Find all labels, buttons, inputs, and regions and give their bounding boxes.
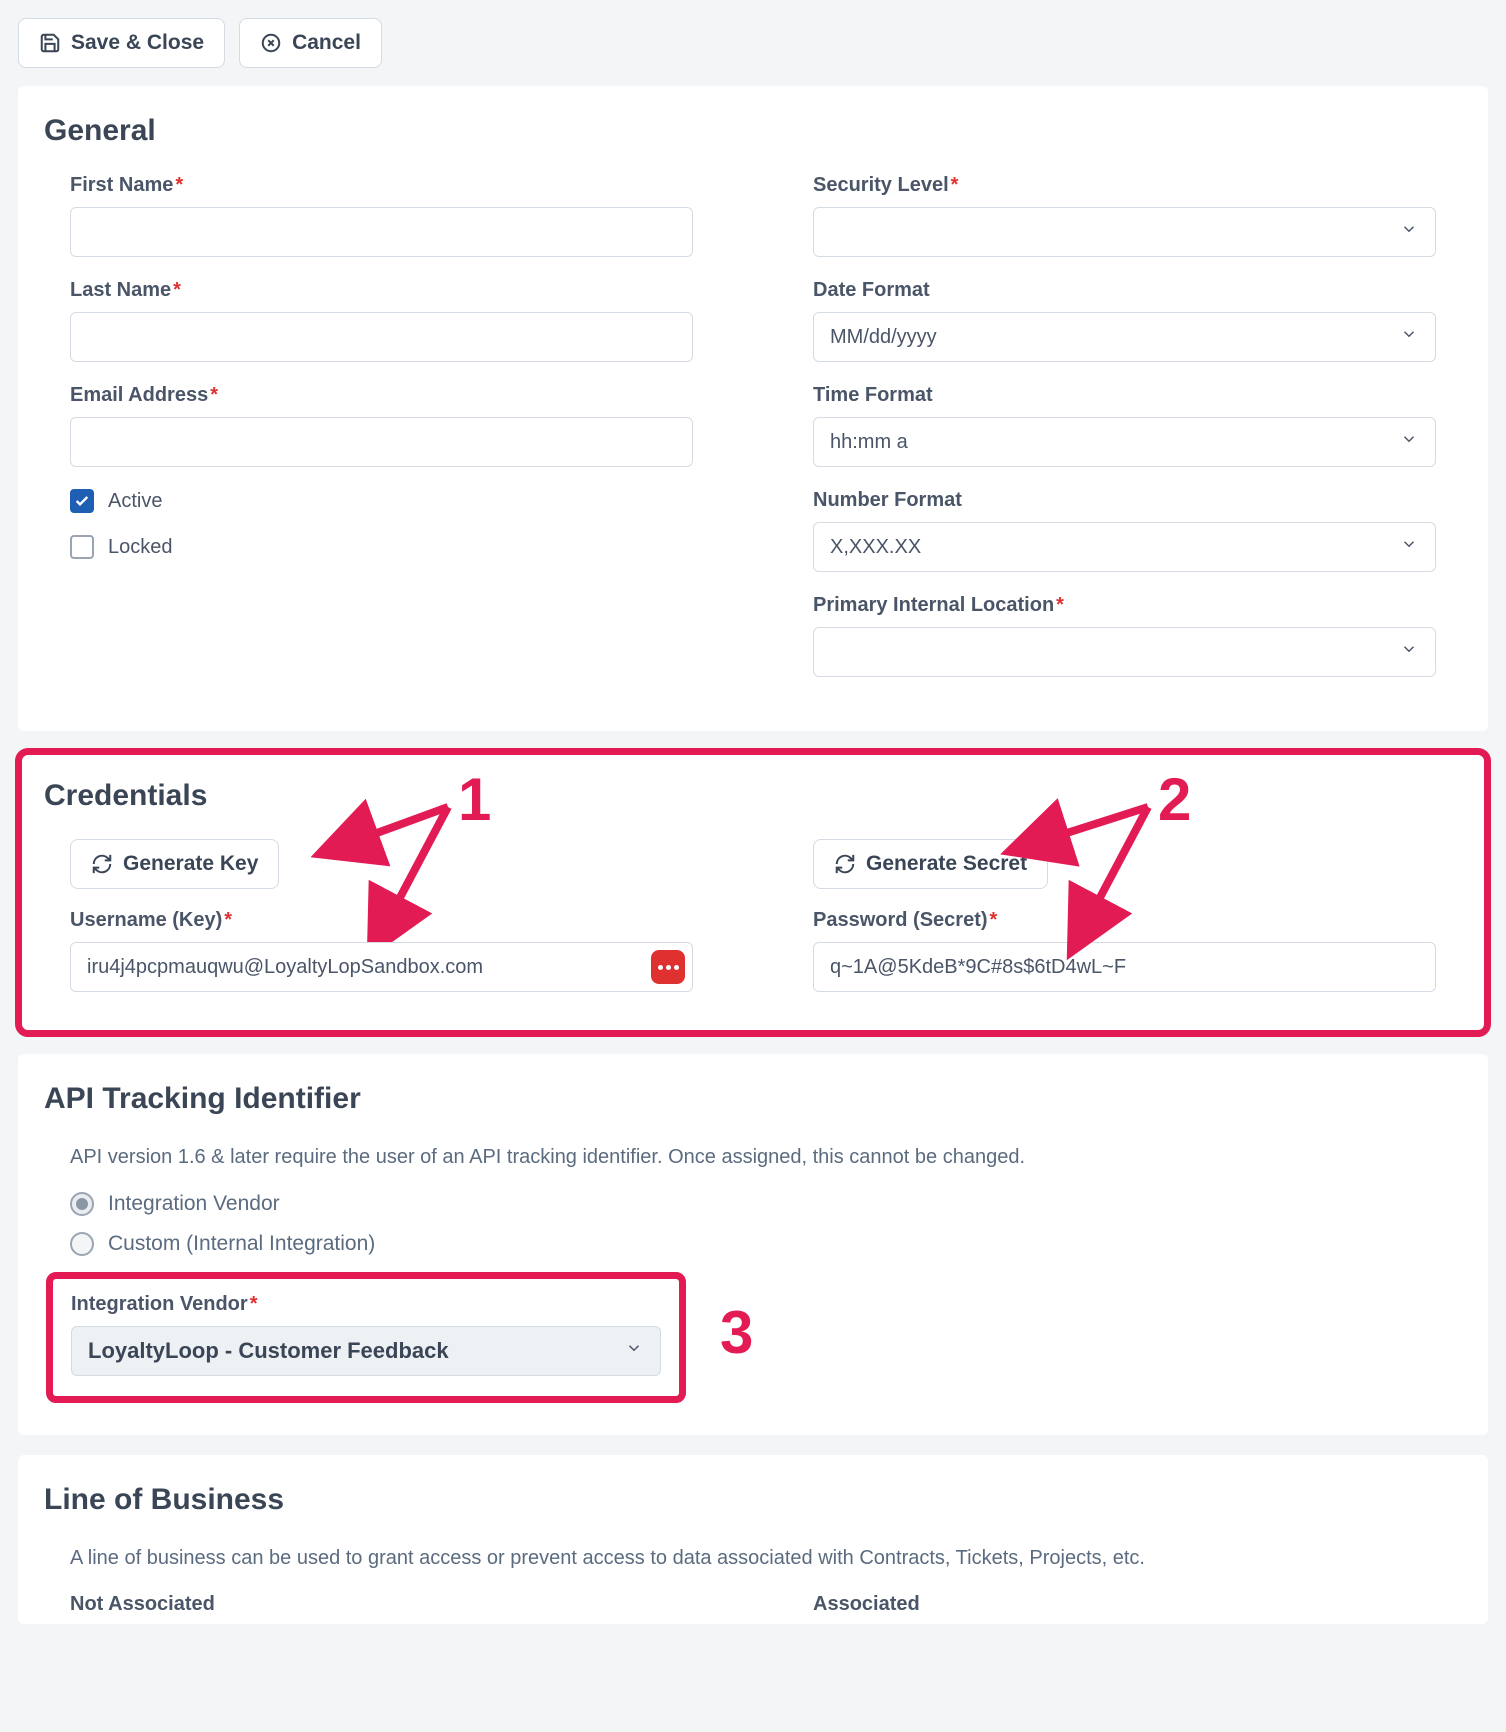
first-name-input[interactable] (70, 207, 693, 257)
radio-integration-vendor: Integration Vendor (70, 1192, 1436, 1216)
save-close-label: Save & Close (71, 31, 204, 55)
api-title: API Tracking Identifier (44, 1082, 1462, 1116)
locked-checkbox[interactable] (70, 535, 94, 559)
active-checkbox[interactable] (70, 489, 94, 513)
radio-vendor-label: Integration Vendor (108, 1192, 280, 1216)
locked-row[interactable]: Locked (70, 535, 693, 559)
password-input[interactable] (813, 942, 1436, 992)
toolbar: Save & Close Cancel (18, 18, 1488, 68)
cancel-icon (260, 32, 282, 54)
radio-custom[interactable]: Custom (Internal Integration) (70, 1232, 1436, 1256)
time-format-label: Time Format (813, 384, 1436, 407)
email-input[interactable] (70, 417, 693, 467)
radio-custom-label: Custom (Internal Integration) (108, 1232, 375, 1256)
generate-key-button[interactable]: Generate Key (70, 839, 279, 889)
lob-not-associated-label: Not Associated (70, 1593, 693, 1616)
credentials-title: Credentials (44, 779, 1462, 813)
check-icon (74, 493, 90, 509)
save-close-button[interactable]: Save & Close (18, 18, 225, 68)
integration-vendor-label: Integration Vendor* (71, 1293, 661, 1316)
credentials-panel: Credentials 1 2 Generate Key Username (18, 751, 1488, 1034)
first-name-label: First Name* (70, 174, 693, 197)
time-format-select[interactable] (813, 417, 1436, 467)
last-name-label: Last Name* (70, 279, 693, 302)
lob-help: A line of business can be used to grant … (70, 1543, 1436, 1573)
integration-vendor-select[interactable] (71, 1326, 661, 1376)
password-label: Password (Secret)* (813, 909, 1436, 932)
refresh-icon (91, 853, 113, 875)
cancel-label: Cancel (292, 31, 361, 55)
save-icon (39, 32, 61, 54)
generate-secret-button[interactable]: Generate Secret (813, 839, 1048, 889)
username-label: Username (Key)* (70, 909, 693, 932)
username-input[interactable] (70, 942, 693, 992)
annotation-3: 3 (720, 1298, 753, 1367)
radio-vendor-control (70, 1192, 94, 1216)
lob-title: Line of Business (44, 1483, 1462, 1517)
refresh-icon (834, 853, 856, 875)
lob-panel: Line of Business A line of business can … (18, 1455, 1488, 1624)
integration-vendor-highlight: Integration Vendor* (46, 1272, 686, 1403)
active-label: Active (108, 490, 162, 513)
primary-location-label: Primary Internal Location* (813, 594, 1436, 617)
api-help: API version 1.6 & later require the user… (70, 1142, 1436, 1172)
number-format-select[interactable] (813, 522, 1436, 572)
number-format-label: Number Format (813, 489, 1436, 512)
general-panel: General First Name* Last Name* Email Add… (18, 86, 1488, 731)
generate-key-label: Generate Key (123, 852, 258, 876)
primary-location-select[interactable] (813, 627, 1436, 677)
active-row[interactable]: Active (70, 489, 693, 513)
security-level-select[interactable] (813, 207, 1436, 257)
date-format-select[interactable] (813, 312, 1436, 362)
security-level-label: Security Level* (813, 174, 1436, 197)
email-label: Email Address* (70, 384, 693, 407)
general-title: General (44, 114, 1462, 148)
date-format-label: Date Format (813, 279, 1436, 302)
cancel-button[interactable]: Cancel (239, 18, 382, 68)
password-manager-icon[interactable] (651, 950, 685, 984)
locked-label: Locked (108, 536, 173, 559)
last-name-input[interactable] (70, 312, 693, 362)
lob-associated-label: Associated (813, 1593, 1436, 1616)
api-panel: API Tracking Identifier API version 1.6 … (18, 1054, 1488, 1435)
radio-custom-control[interactable] (70, 1232, 94, 1256)
generate-secret-label: Generate Secret (866, 852, 1027, 876)
